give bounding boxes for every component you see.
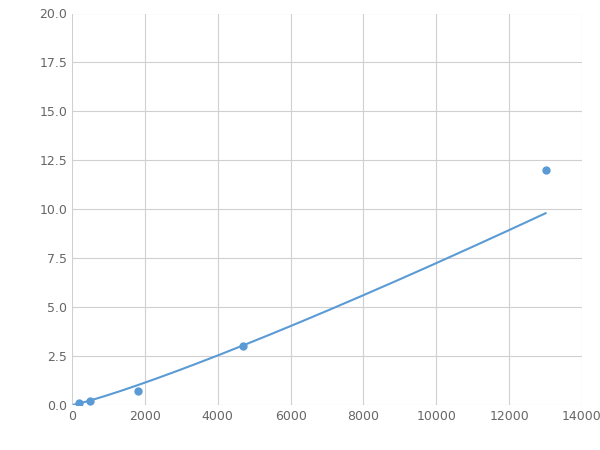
Point — [74, 400, 84, 407]
Point — [133, 387, 142, 395]
Point — [85, 397, 95, 404]
Point — [238, 343, 248, 350]
Point — [541, 166, 550, 174]
